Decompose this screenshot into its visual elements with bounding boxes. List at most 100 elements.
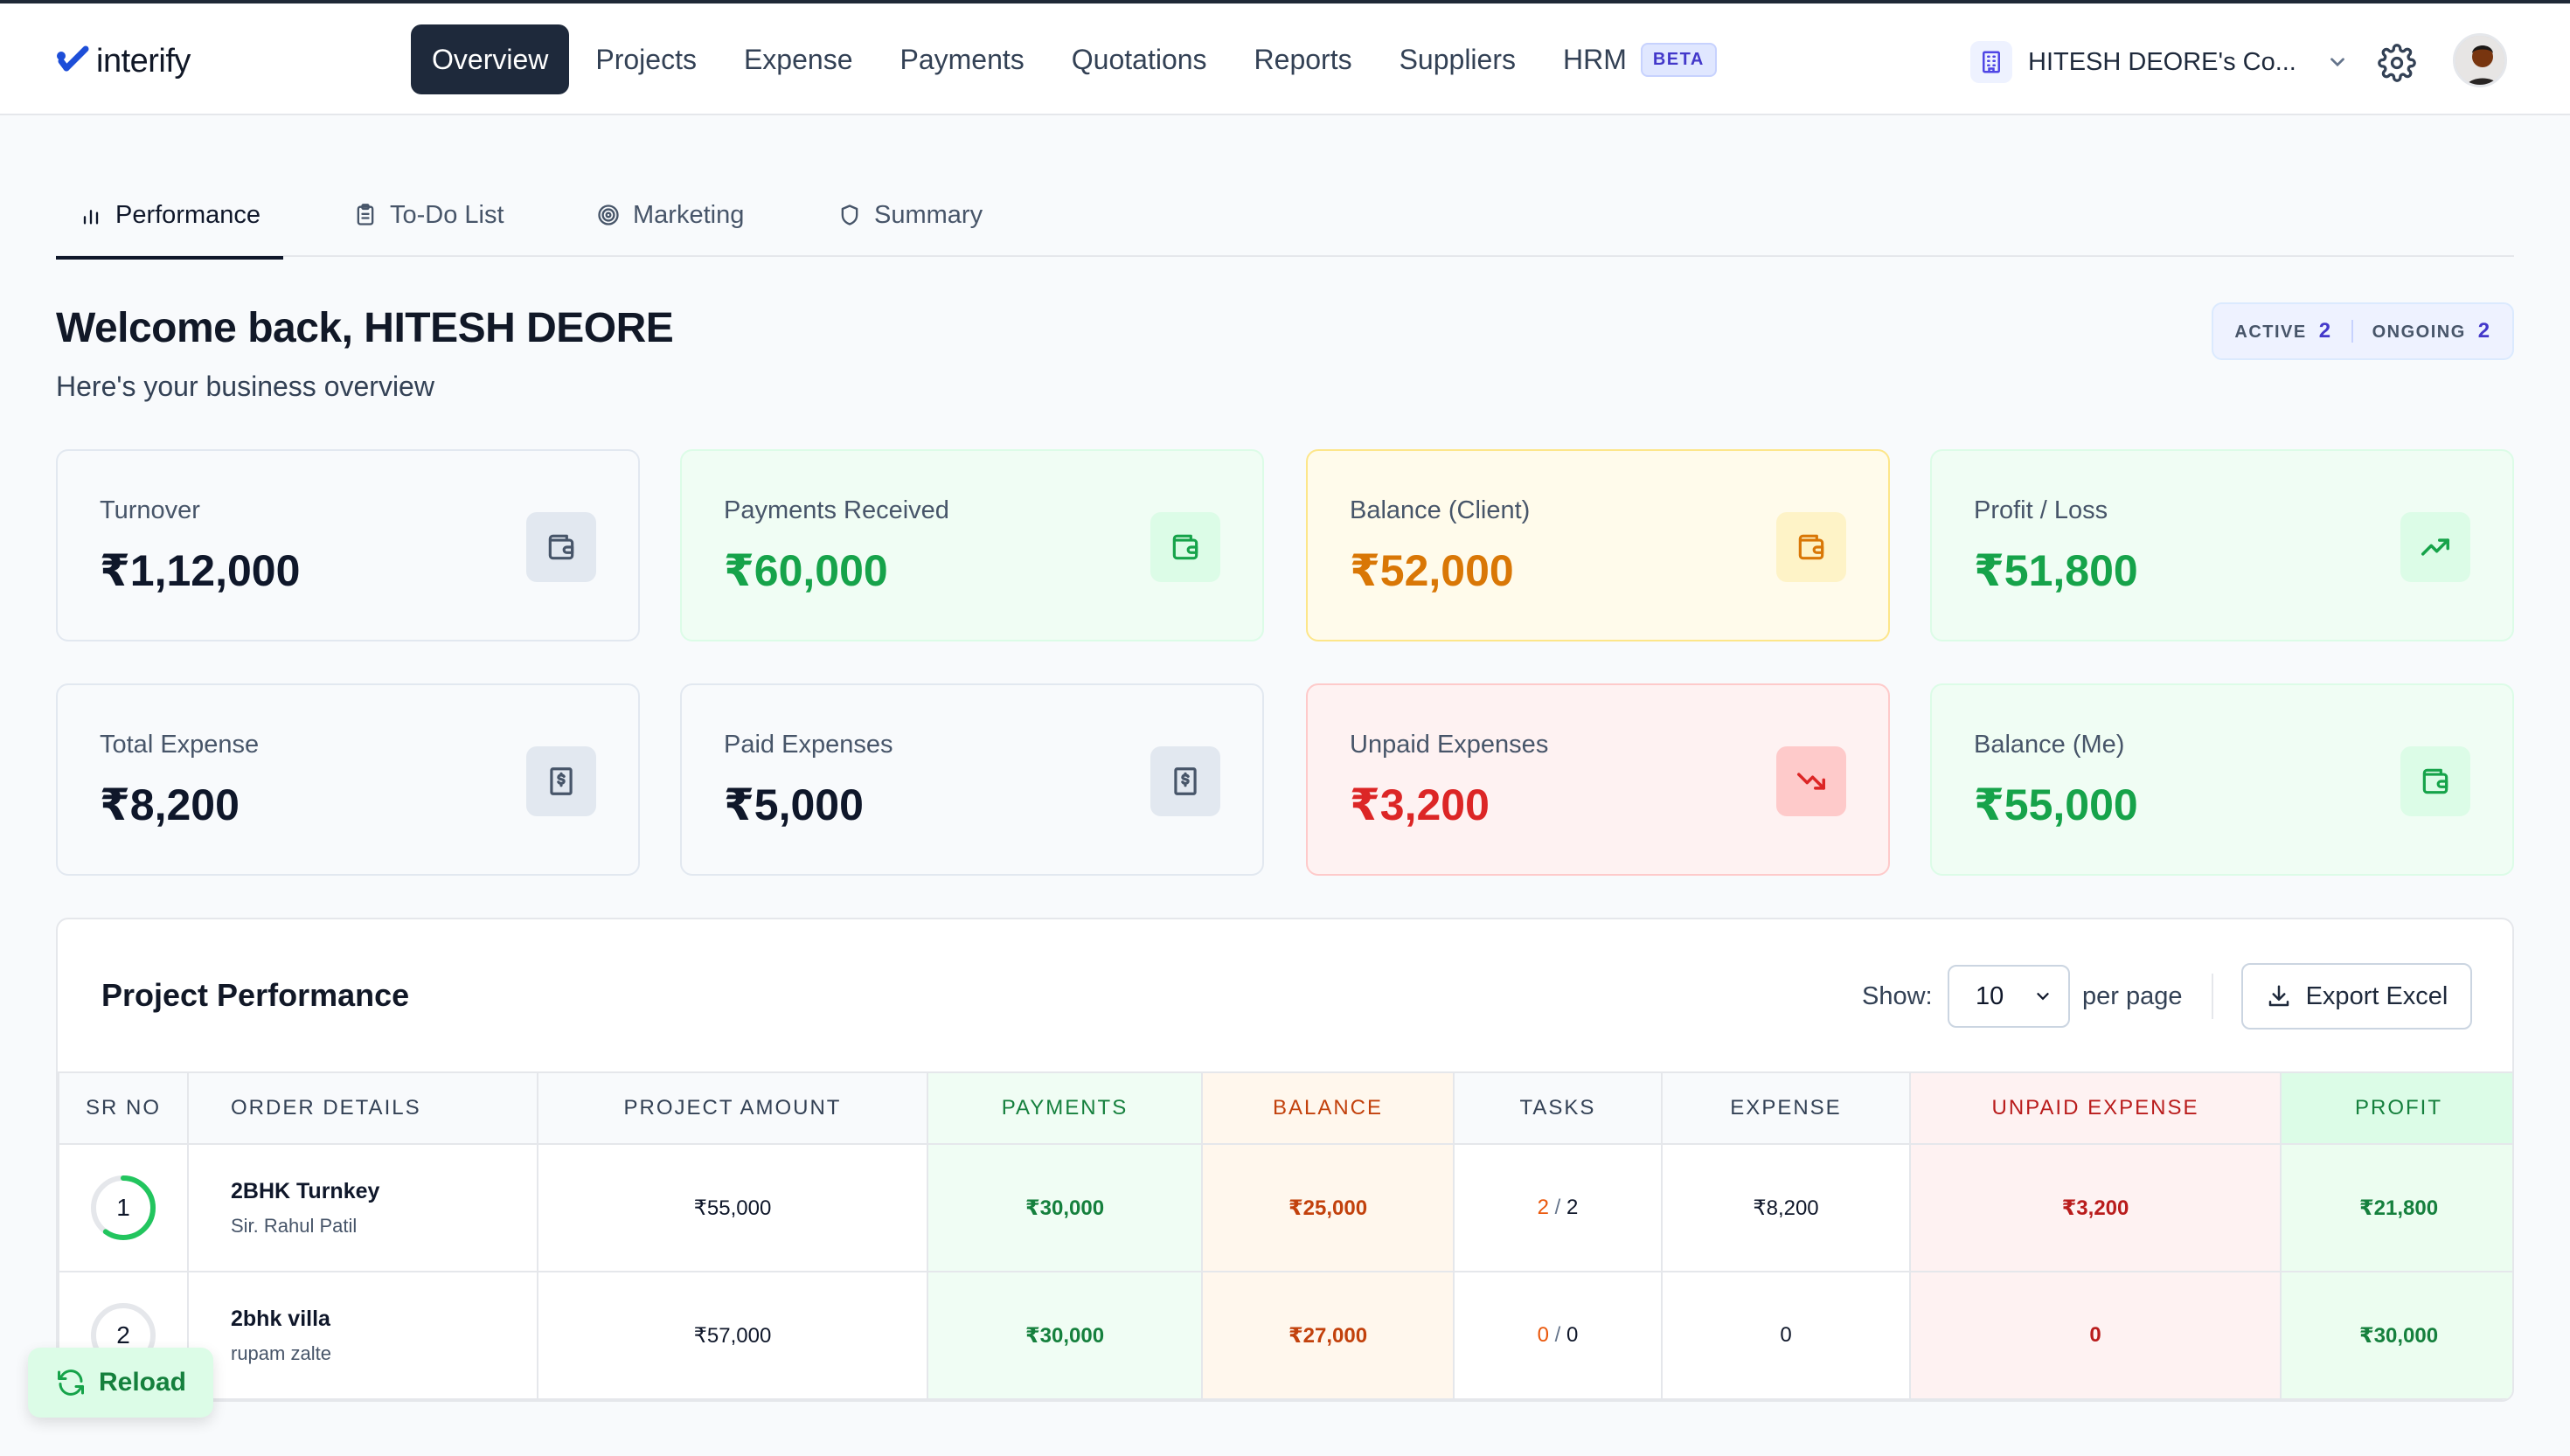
payments-cell: ₹30,000 xyxy=(927,1271,1203,1400)
wallet-icon xyxy=(1150,512,1220,582)
section-title: Project Performance xyxy=(101,977,410,1013)
chevron-down-icon xyxy=(2037,993,2049,1001)
nav-payments[interactable]: Payments xyxy=(900,43,1025,75)
tasks-total: 0 xyxy=(1566,1323,1579,1347)
order-name[interactable]: 2bhk villa xyxy=(231,1306,330,1331)
card-value: ₹8,200 xyxy=(100,780,240,829)
target-icon xyxy=(598,205,619,225)
expense-cell: ₹8,200 xyxy=(1661,1143,1911,1272)
status-badge: ACTIVE 2 ONGOING 2 xyxy=(2212,302,2514,360)
col-unpaid-expense[interactable]: UNPAID EXPENSE xyxy=(1909,1071,2282,1145)
download-icon xyxy=(2268,985,2289,1007)
reload-button[interactable]: Reload xyxy=(28,1348,213,1418)
nav-projects[interactable]: Projects xyxy=(595,43,697,75)
page-title: Welcome back, HITESH DEORE xyxy=(56,305,674,351)
chevron-down-icon xyxy=(2330,58,2344,67)
sr-number: 1 xyxy=(116,1194,130,1221)
logo-text: interify xyxy=(96,42,191,80)
card-value: ₹51,800 xyxy=(1974,546,2138,595)
card-value: ₹5,000 xyxy=(724,780,864,829)
card-balance-client: Balance (Client) ₹52,000 xyxy=(1306,449,1890,641)
ongoing-status: ONGOING 2 xyxy=(2372,319,2491,343)
card-label: Paid Expenses xyxy=(724,731,893,759)
wallet-icon xyxy=(1776,512,1846,582)
toolbar-divider xyxy=(2212,974,2213,1019)
reload-label: Reload xyxy=(98,1368,187,1397)
per-page-label: per page xyxy=(2082,982,2183,1010)
nav-quotations[interactable]: Quotations xyxy=(1071,43,1207,75)
tab-summary[interactable]: Summary xyxy=(837,173,983,257)
table-header-row: SR NO ORDER DETAILS PROJECT AMOUNT PAYME… xyxy=(58,1071,2512,1145)
tab-marketing[interactable]: Marketing xyxy=(596,173,744,257)
active-label: ACTIVE xyxy=(2234,322,2307,342)
logo-check-icon xyxy=(57,45,89,72)
col-balance[interactable]: BALANCE xyxy=(1201,1071,1455,1145)
card-label: Balance (Client) xyxy=(1350,496,1531,524)
card-value: ₹1,12,000 xyxy=(100,546,301,595)
per-page-select[interactable]: 10 xyxy=(1948,965,2070,1028)
card-turnover: Turnover ₹1,12,000 xyxy=(56,449,640,641)
company-switcher[interactable]: HITESH DEORE's Co... xyxy=(1970,38,2349,86)
col-tasks[interactable]: TASKS xyxy=(1453,1071,1663,1145)
building-icon xyxy=(1970,41,2012,83)
ongoing-count: 2 xyxy=(2477,319,2491,343)
active-count: 2 xyxy=(2318,319,2332,343)
col-order-details[interactable]: ORDER DETAILS xyxy=(187,1071,538,1145)
tab-label: To-Do List xyxy=(390,200,504,229)
receipt-icon xyxy=(1150,746,1220,816)
profit-cell: ₹30,000 xyxy=(2280,1271,2512,1400)
project-amount-cell: ₹55,000 xyxy=(537,1143,928,1272)
show-label: Show: xyxy=(1862,982,1933,1010)
performance-table: SR NO ORDER DETAILS PROJECT AMOUNT PAYME… xyxy=(58,1071,2512,1400)
card-payments-received: Payments Received ₹60,000 xyxy=(680,449,1264,641)
nav-expense[interactable]: Expense xyxy=(743,43,853,75)
export-label: Export Excel xyxy=(2305,981,2448,1010)
gear-icon[interactable] xyxy=(2378,44,2416,82)
order-details-cell: 2bhk villa rupam zalte xyxy=(187,1271,538,1400)
card-label: Total Expense xyxy=(100,731,260,759)
wallet-icon xyxy=(2400,746,2470,816)
ongoing-label: ONGOING xyxy=(2372,322,2466,342)
col-profit[interactable]: PROFIT xyxy=(2280,1071,2512,1145)
trending-up-icon xyxy=(2400,512,2470,582)
app-logo[interactable]: interify xyxy=(54,35,191,87)
card-value: ₹3,200 xyxy=(1350,780,1490,829)
card-balance-me: Balance (Me) ₹55,000 xyxy=(1930,683,2514,876)
export-excel-button[interactable]: Export Excel xyxy=(2241,963,2472,1030)
card-label: Unpaid Expenses xyxy=(1350,731,1549,759)
profit-cell: ₹21,800 xyxy=(2280,1143,2512,1272)
col-payments[interactable]: PAYMENTS xyxy=(927,1071,1203,1145)
col-expense[interactable]: EXPENSE xyxy=(1661,1071,1911,1145)
unpaid-expense-cell: 0 xyxy=(1909,1271,2282,1400)
order-name[interactable]: 2BHK Turnkey xyxy=(231,1178,380,1203)
clipboard-icon xyxy=(357,204,374,225)
client-name: Sir. Rahul Patil xyxy=(231,1214,358,1237)
nav-reports[interactable]: Reports xyxy=(1254,43,1352,75)
progress-ring: 1 xyxy=(89,1174,157,1242)
card-value: ₹55,000 xyxy=(1974,780,2138,829)
avatar[interactable] xyxy=(2453,33,2507,87)
nav-hrm[interactable]: HRM BETA xyxy=(1542,24,1738,94)
card-paid-expenses: Paid Expenses ₹5,000 xyxy=(680,683,1264,876)
table-row[interactable]: 2 2bhk villa rupam zalte ₹57,000 ₹30,000… xyxy=(58,1271,2512,1400)
payments-cell: ₹30,000 xyxy=(927,1143,1203,1272)
company-name: HITESH DEORE's Co... xyxy=(2028,47,2296,76)
tasks-done: 0 xyxy=(1537,1323,1549,1347)
tasks-separator: / xyxy=(1554,1196,1561,1219)
nav-overview[interactable]: Overview xyxy=(411,24,570,94)
tab-performance[interactable]: Performance xyxy=(56,173,284,260)
tasks-cell: 0 / 0 xyxy=(1453,1271,1663,1400)
card-unpaid-expenses: Unpaid Expenses ₹3,200 xyxy=(1306,683,1890,876)
tab-todo[interactable]: To-Do List xyxy=(353,173,504,257)
receipt-icon xyxy=(526,746,596,816)
client-name: rupam zalte xyxy=(231,1342,331,1364)
card-label: Profit / Loss xyxy=(1974,496,2108,524)
sr-cell: 1 xyxy=(58,1143,189,1272)
tasks-total: 2 xyxy=(1566,1196,1579,1219)
active-status: ACTIVE 2 xyxy=(2234,319,2331,343)
col-project-amount[interactable]: PROJECT AMOUNT xyxy=(537,1071,928,1145)
beta-badge: BETA xyxy=(1640,42,1717,77)
col-sr-no[interactable]: SR NO xyxy=(58,1071,189,1145)
table-row[interactable]: 1 2BHK Turnkey Sir. Rahul Patil ₹55,000 … xyxy=(58,1143,2512,1272)
nav-suppliers[interactable]: Suppliers xyxy=(1399,43,1516,75)
